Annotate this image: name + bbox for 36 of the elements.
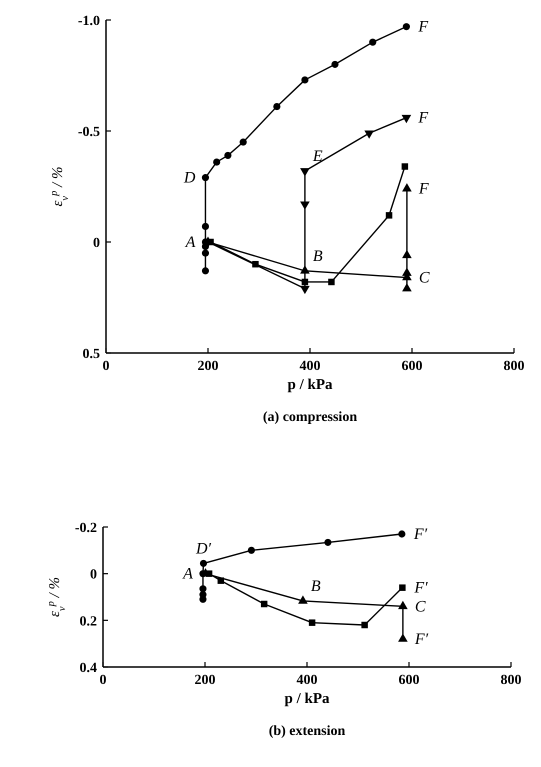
x-tick-label: 0 bbox=[102, 359, 110, 374]
y-tick-label: -0.2 bbox=[74, 521, 97, 536]
x-tick-label: 400 bbox=[296, 673, 318, 688]
x-tick-label: 800 bbox=[504, 359, 524, 374]
annotation: F bbox=[418, 180, 429, 198]
text: (a) compression bbox=[262, 410, 358, 425]
y-tick-label: -0.5 bbox=[78, 125, 100, 140]
x-tick-label: 600 bbox=[402, 359, 422, 374]
y-tick-label: 0.5 bbox=[82, 347, 100, 362]
x-axis-title: p / kPa bbox=[284, 691, 330, 707]
annotation: F′ bbox=[413, 580, 428, 597]
annotation: F bbox=[417, 18, 428, 36]
x-axis-title: p / kPa bbox=[287, 377, 334, 393]
x-tick-label: 600 bbox=[398, 673, 420, 688]
x-tick-label: 200 bbox=[194, 673, 216, 688]
annotation: C bbox=[414, 598, 426, 616]
x-tick-label: 800 bbox=[500, 673, 522, 688]
annotation: E bbox=[312, 148, 323, 165]
annotation: D bbox=[182, 170, 196, 187]
y-tick-label: -1.0 bbox=[78, 14, 100, 29]
x-tick-label: 400 bbox=[300, 359, 320, 374]
annotation: D′ bbox=[194, 540, 212, 558]
annotation: A bbox=[184, 234, 196, 251]
annotation: F′ bbox=[412, 526, 428, 543]
y-tick-label: 0 bbox=[90, 568, 97, 583]
y-tick-label: 0 bbox=[93, 236, 100, 251]
annotation: B bbox=[310, 578, 321, 595]
annotation: F′ bbox=[414, 631, 429, 648]
y-tick-label: 0.4 bbox=[80, 661, 97, 676]
y-tick-label: 0.2 bbox=[80, 614, 97, 630]
annotation: B bbox=[312, 248, 323, 265]
annotation: F bbox=[417, 110, 428, 127]
annotation: C bbox=[418, 270, 430, 287]
annotation: A bbox=[182, 566, 194, 583]
text: (b) extension bbox=[268, 724, 346, 739]
x-tick-label: 200 bbox=[198, 359, 218, 374]
